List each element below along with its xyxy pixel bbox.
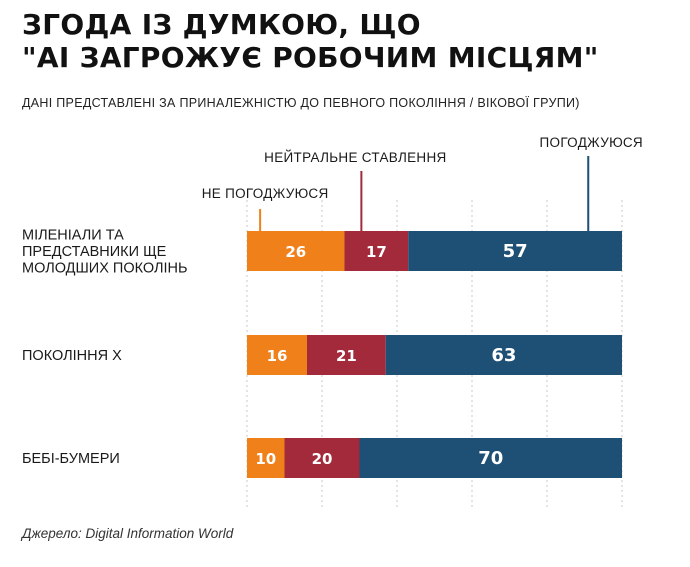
data-label: 10 xyxy=(255,450,276,468)
data-label: 63 xyxy=(491,345,516,366)
data-label: 26 xyxy=(285,243,306,261)
bar-segment xyxy=(385,335,622,375)
chart-title-line2: "АІ ЗАГРОЖУЄ РОБОЧИМ МІСЦЯМ" xyxy=(22,41,599,74)
bar-segment xyxy=(344,231,409,271)
chart-subtitle: ДАНІ ПРЕДСТАВЛЕНІ ЗА ПРИНАЛЕЖНІСТЮ ДО ПЕ… xyxy=(22,96,580,110)
category-label: БЕБІ-БУМЕРИ xyxy=(22,451,120,467)
source-note: Джерело: Digital Information World xyxy=(22,526,234,541)
category-label: ПОКОЛІННЯ Х xyxy=(22,348,122,364)
data-label: 57 xyxy=(503,241,528,262)
legend-label: НЕЙТРАЛЬНЕ СТАВЛЕННЯ xyxy=(264,150,446,165)
data-label: 17 xyxy=(366,243,387,261)
bar-segment xyxy=(408,231,622,271)
bar-segment xyxy=(284,438,360,478)
bar-segment xyxy=(247,231,345,271)
legend-label: НЕ ПОГОДЖУЮСЯ xyxy=(202,186,329,201)
data-label: 70 xyxy=(478,448,503,469)
bar-segment xyxy=(307,335,386,375)
category-label: МІЛЕНІАЛИ ТА xyxy=(22,228,124,244)
bar-segment xyxy=(247,335,307,375)
bar-segment xyxy=(247,438,285,478)
chart-title: ЗГОДА ІЗ ДУМКОЮ, ЩО "АІ ЗАГРОЖУЄ РОБОЧИМ… xyxy=(22,8,599,74)
data-label: 21 xyxy=(336,347,357,365)
chart-title-line1: ЗГОДА ІЗ ДУМКОЮ, ЩО xyxy=(22,8,421,41)
bar-segment xyxy=(359,438,622,478)
legend-label: ПОГОДЖУЮСЯ xyxy=(540,135,643,150)
category-label: ПРЕДСТАВНИКИ ЩЕ xyxy=(22,244,167,260)
data-label: 16 xyxy=(267,347,288,365)
category-label: МОЛОДШИХ ПОКОЛІНЬ xyxy=(22,261,188,277)
data-label: 20 xyxy=(312,450,333,468)
